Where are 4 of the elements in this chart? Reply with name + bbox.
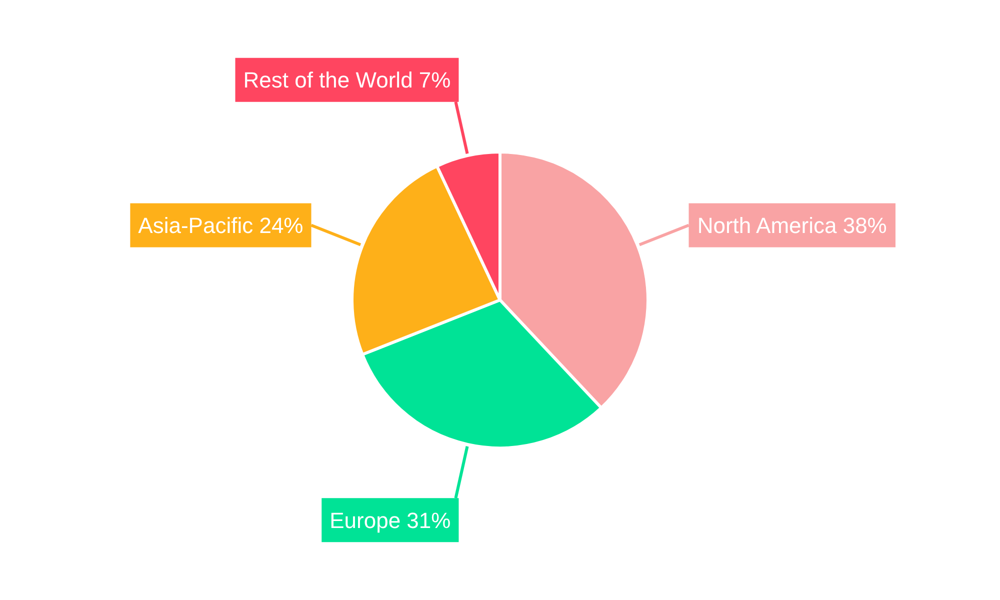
slice-label: Europe 31% xyxy=(330,508,451,533)
slice-label: North America 38% xyxy=(697,212,887,238)
slice-label: Rest of the World 7% xyxy=(243,68,451,93)
slice-label: Asia-Pacific 24% xyxy=(138,212,304,238)
